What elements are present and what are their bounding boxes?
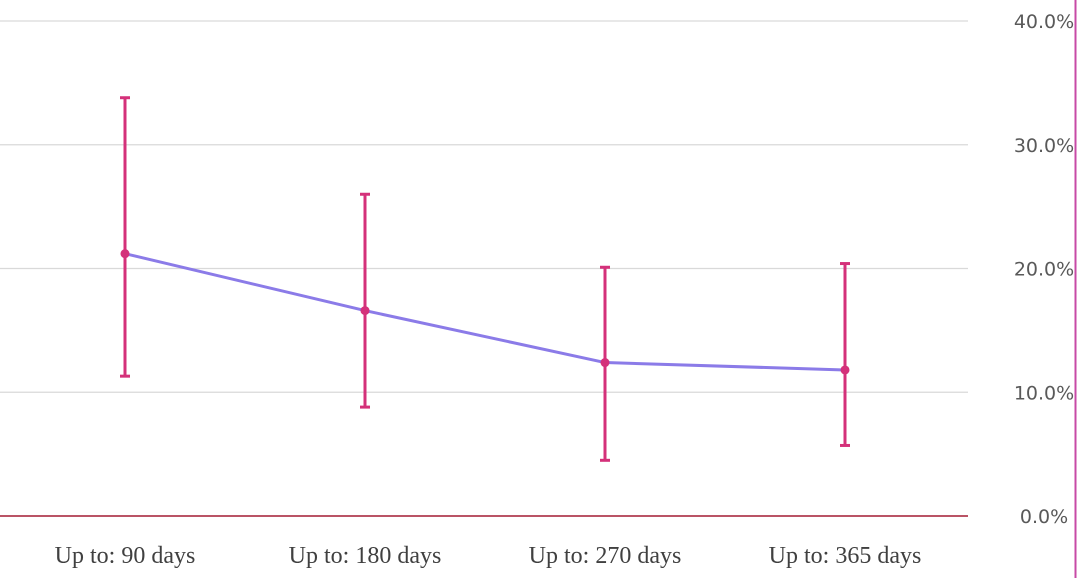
y-tick-label-0: 0.0% xyxy=(1020,506,1068,528)
y-tick-label-2: 20.0% xyxy=(1014,259,1074,281)
y-tick-label-4: 40.0% xyxy=(1014,11,1074,33)
error-bar-1 xyxy=(360,192,370,409)
data-point-3 xyxy=(840,365,850,375)
x-tick-label-1: Up to: 180 days xyxy=(289,543,442,569)
error-bar-3 xyxy=(840,262,850,447)
x-tick-label-0: Up to: 90 days xyxy=(55,543,196,569)
x-tick-labels: Up to: 90 days Up to: 180 days Up to: 270 … xyxy=(55,543,922,569)
y-tick-label-1: 10.0% xyxy=(1014,382,1074,404)
data-point-0 xyxy=(120,249,130,259)
data-point-1 xyxy=(360,306,370,316)
y-tick-label-3: 30.0% xyxy=(1014,135,1074,157)
error-bar-0 xyxy=(120,96,130,378)
x-tick-label-2: Up to: 270 days xyxy=(529,543,682,569)
error-bars xyxy=(120,96,850,462)
x-tick-label-3: Up to: 365 days xyxy=(769,543,922,569)
series-line xyxy=(124,252,846,372)
data-point-2 xyxy=(600,358,610,368)
y-tick-labels: 0.0% 10.0% 20.0% 30.0% 40.0% xyxy=(1014,11,1074,528)
data-points xyxy=(120,249,850,375)
gridlines xyxy=(0,20,968,393)
